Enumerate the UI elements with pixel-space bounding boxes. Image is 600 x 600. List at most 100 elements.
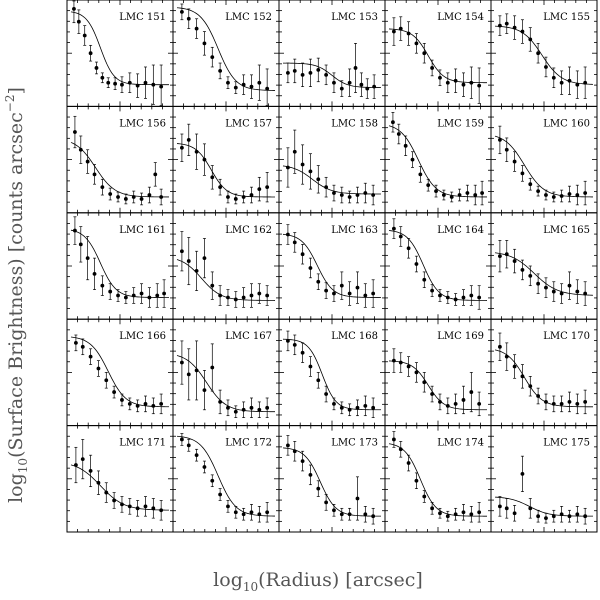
data-point <box>575 82 580 87</box>
panel: LMC 170 <box>490 318 598 427</box>
panel-label: LMC 161 <box>119 225 166 236</box>
panel: LMC 173 <box>278 425 386 533</box>
data-point <box>139 197 144 201</box>
data-point <box>127 401 132 406</box>
panel: LMC 157 <box>172 105 280 214</box>
data-point <box>528 182 533 187</box>
panel: LMC 166 <box>66 318 174 427</box>
data-point <box>194 149 199 154</box>
data-point <box>445 514 450 519</box>
panel: LMC 172 <box>172 425 280 533</box>
data-point <box>544 400 548 404</box>
data-point <box>155 293 160 298</box>
data-point <box>339 193 344 197</box>
data-point <box>265 185 270 190</box>
data-point <box>300 350 305 355</box>
panel: LMC 165 <box>490 212 598 320</box>
panel-label: LMC 162 <box>225 225 272 236</box>
data-point <box>143 401 148 406</box>
data-point <box>430 288 435 293</box>
data-point <box>218 185 223 190</box>
model-curve <box>494 135 594 198</box>
data-point <box>233 297 238 302</box>
data-point <box>218 492 223 497</box>
data-point <box>72 7 76 11</box>
data-point <box>218 400 223 404</box>
data-point <box>159 84 164 89</box>
data-point <box>461 398 466 402</box>
model-curve <box>388 125 488 198</box>
data-point <box>583 80 588 85</box>
data-point <box>88 469 93 473</box>
data-point <box>371 291 376 296</box>
data-point <box>300 252 305 257</box>
data-point <box>430 506 435 511</box>
panel: LMC 154 <box>384 0 492 107</box>
data-point <box>308 266 313 270</box>
data-point <box>147 193 152 197</box>
data-point <box>520 171 525 176</box>
data-point <box>551 289 556 294</box>
data-point <box>392 358 396 363</box>
data-point <box>453 401 458 406</box>
model-curve <box>494 349 594 408</box>
data-point <box>363 512 368 517</box>
data-point <box>430 66 435 70</box>
data-point <box>316 177 321 182</box>
data-point <box>113 81 117 86</box>
data-point <box>498 344 502 349</box>
data-point <box>441 193 446 197</box>
data-point <box>536 281 541 286</box>
data-point <box>74 463 78 467</box>
data-point <box>551 401 556 406</box>
model-curve <box>282 338 382 411</box>
panel-label: LMC 163 <box>331 225 378 236</box>
data-point <box>85 256 90 261</box>
data-point <box>300 162 305 167</box>
data-point <box>403 143 408 148</box>
panel: LMC 156 <box>66 105 174 214</box>
data-point <box>202 388 207 393</box>
x-axis-label: log10(Radius) [arcsec] <box>213 569 423 594</box>
data-point <box>520 29 525 34</box>
data-point <box>292 449 297 454</box>
data-point <box>469 80 474 85</box>
data-point <box>453 512 458 517</box>
data-point <box>131 195 136 199</box>
data-point <box>186 259 191 263</box>
data-point <box>359 82 364 87</box>
data-point <box>567 192 572 196</box>
data-point <box>74 340 78 345</box>
data-point <box>94 66 99 70</box>
data-point <box>477 83 482 88</box>
data-point <box>324 392 329 396</box>
panel-label: LMC 158 <box>331 118 378 129</box>
data-point <box>210 175 215 180</box>
data-point <box>544 285 548 290</box>
data-point <box>398 447 403 452</box>
panel-label: LMC 166 <box>119 331 166 342</box>
panel: LMC 155 <box>490 0 598 107</box>
data-point <box>363 403 368 408</box>
data-point <box>414 370 419 375</box>
data-point <box>469 390 474 394</box>
data-point <box>80 457 85 462</box>
data-point <box>371 193 376 197</box>
data-point <box>143 504 148 509</box>
data-point <box>249 84 254 89</box>
data-point <box>112 390 117 394</box>
data-point <box>457 193 462 197</box>
data-point <box>120 82 124 87</box>
data-point <box>544 193 548 197</box>
data-point <box>233 85 238 90</box>
panel-label: LMC 156 <box>119 118 166 129</box>
data-point <box>162 291 167 296</box>
model-curve <box>282 62 382 88</box>
data-point <box>332 191 336 195</box>
model-curve <box>494 496 593 517</box>
data-point <box>108 289 113 294</box>
data-point <box>73 228 77 233</box>
data-point <box>445 295 450 300</box>
data-point <box>226 80 230 85</box>
data-point <box>308 70 313 75</box>
